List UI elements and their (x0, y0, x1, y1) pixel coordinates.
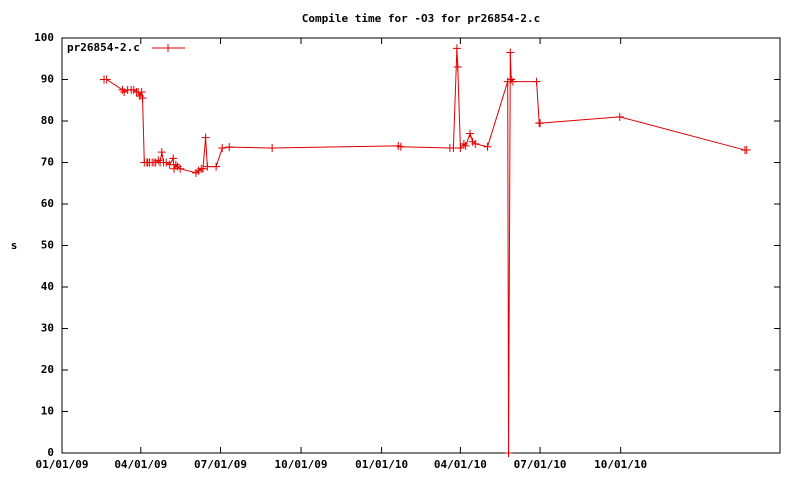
x-tick-label: 07/01/09 (194, 458, 247, 471)
y-tick-label: 10 (41, 405, 54, 418)
point (169, 154, 178, 163)
point (742, 146, 751, 155)
x-tick-label: 07/01/10 (514, 458, 567, 471)
y-tick-label: 0 (47, 446, 54, 459)
point (461, 141, 470, 150)
y-tick-label: 50 (41, 239, 54, 252)
point (459, 139, 468, 148)
point (162, 158, 171, 167)
point (201, 133, 210, 142)
point (449, 143, 458, 152)
point (137, 87, 146, 96)
point (536, 119, 545, 128)
point (176, 164, 185, 173)
point (171, 160, 180, 169)
point (102, 75, 111, 84)
point (225, 143, 234, 152)
point (198, 164, 207, 173)
point (615, 112, 624, 121)
point (203, 162, 212, 171)
legend-label: pr26854-2.c (67, 41, 140, 54)
y-axis-label: s (11, 239, 18, 252)
x-tick-label: 04/01/09 (114, 458, 167, 471)
y-tick-label: 100 (34, 31, 54, 44)
point (120, 87, 129, 96)
point (268, 143, 277, 152)
y-tick-label: 40 (41, 280, 54, 293)
legend-marker (164, 44, 172, 52)
y-tick-label: 60 (41, 197, 54, 210)
series-line (104, 48, 747, 454)
point (507, 75, 516, 84)
point (456, 143, 465, 152)
point (154, 156, 163, 165)
point (471, 139, 480, 148)
point (532, 77, 541, 86)
x-tick-label: 04/01/10 (434, 458, 487, 471)
point (508, 77, 517, 86)
x-tick-label: 10/01/10 (594, 458, 647, 471)
x-tick-label: 01/01/10 (355, 458, 408, 471)
x-tick-label: 01/01/09 (36, 458, 89, 471)
point (396, 142, 405, 151)
point (453, 63, 462, 72)
point (483, 142, 492, 151)
point (506, 48, 515, 57)
point (212, 162, 221, 171)
plot-frame (61, 37, 781, 454)
y-tick-label: 90 (41, 73, 54, 86)
y-tick-label: 70 (41, 156, 54, 169)
point (452, 44, 461, 53)
chart-title: Compile time for -O3 for pr26854-2.c (302, 12, 540, 25)
y-tick-label: 30 (41, 322, 54, 335)
point (157, 148, 166, 157)
point (218, 143, 227, 152)
point (504, 449, 513, 457)
y-tick-label: 20 (41, 363, 54, 376)
x-tick-label: 10/01/09 (275, 458, 328, 471)
y-tick-label: 80 (41, 114, 54, 127)
point (138, 94, 147, 103)
point (466, 129, 475, 138)
